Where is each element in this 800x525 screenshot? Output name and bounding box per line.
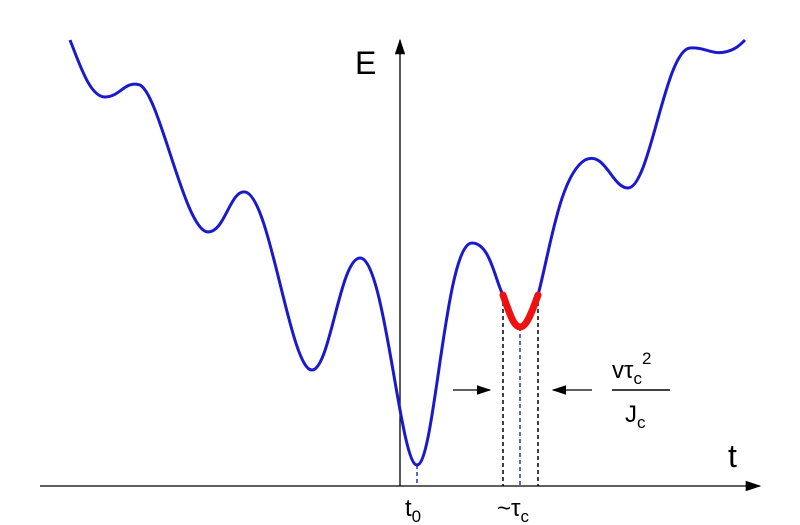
label-main: ~τ [497,495,521,522]
tau-label: ~τc [497,495,530,525]
label-sub: 0 [412,507,421,525]
label-main: vτ [612,357,634,384]
energy-curve [68,39,505,467]
label-sup: 2 [642,349,651,368]
energy-curve [536,38,747,296]
fraction-numerator: vτc2 [612,349,651,388]
label-main: t [405,495,412,522]
y-axis-label: E [355,45,376,81]
label-sub: c [521,507,530,525]
x-axis-label: t [728,438,737,474]
highlight-minimum [499,291,542,331]
label-sub: c [637,413,646,432]
fraction-denominator: Jc [625,401,646,432]
label-sub: c [633,369,642,388]
label-main: J [625,401,637,428]
t0-label: t0 [405,495,421,525]
